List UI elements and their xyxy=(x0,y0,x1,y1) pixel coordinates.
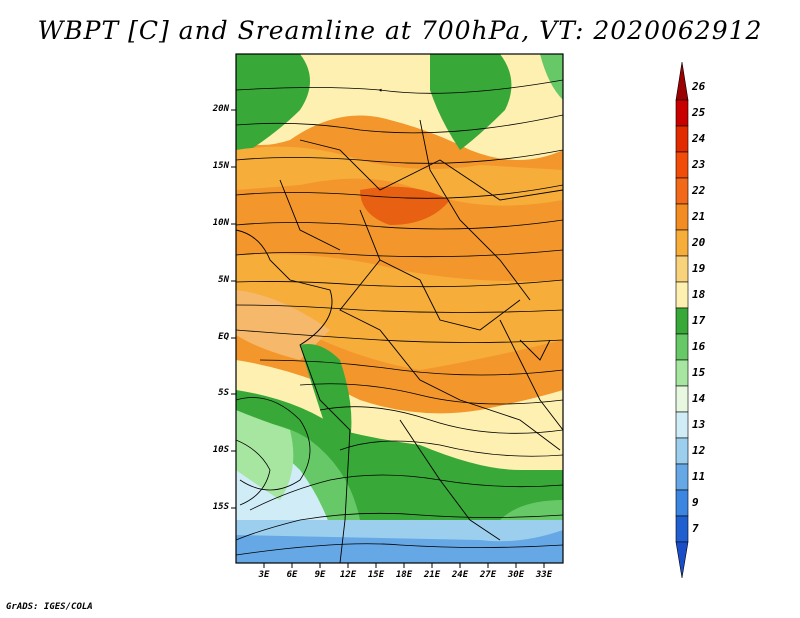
colorbar-segment xyxy=(675,463,689,491)
colorbar-label: 21 xyxy=(692,210,706,223)
lon-tick-label: 12E xyxy=(339,570,357,580)
colorbar-label: 25 xyxy=(692,106,706,119)
colorbar-label: 11 xyxy=(692,470,706,483)
colorbar-label: 22 xyxy=(692,184,706,197)
colorbar-segment xyxy=(675,515,689,543)
colorbar-segment xyxy=(675,385,689,413)
colorbar-label: 20 xyxy=(692,236,706,249)
map-frame xyxy=(235,53,564,564)
lon-tick-label: 33E xyxy=(535,570,553,580)
colorbar-label: 14 xyxy=(692,392,706,405)
lon-tick-label: 15E xyxy=(367,570,385,580)
lat-tick-label: 5N xyxy=(218,275,229,285)
colorbar-segment xyxy=(675,281,689,309)
colorbar-label: 24 xyxy=(692,132,706,145)
colorbar-top-arrow xyxy=(675,61,689,101)
chart-title: WBPT [C] and Sreamline at 700hPa, VT: 20… xyxy=(37,16,763,45)
colorbar-segment xyxy=(675,99,689,127)
colorbar-label: 13 xyxy=(692,418,706,431)
colorbar-segment xyxy=(675,307,689,335)
lat-tick-label: 15N xyxy=(212,161,229,171)
lon-tick-label: 24E xyxy=(451,570,469,580)
colorbar-segment xyxy=(675,437,689,465)
colorbar-segment xyxy=(675,151,689,179)
colorbar-segment xyxy=(675,125,689,153)
colorbar-segment xyxy=(675,203,689,231)
lat-tick-label: 15S xyxy=(212,502,229,512)
lon-tick-label: 18E xyxy=(395,570,413,580)
footer-credit: GrADS: IGES/COLA xyxy=(6,602,93,612)
colorbar-label: 12 xyxy=(692,444,706,457)
lat-tick-label: EQ xyxy=(218,332,229,342)
colorbar-label: 17 xyxy=(692,314,706,327)
colorbar-label: 15 xyxy=(692,366,706,379)
colorbar-label: 7 xyxy=(692,522,699,535)
lon-tick-label: 3E xyxy=(258,570,270,580)
colorbar-segment xyxy=(675,255,689,283)
lon-tick-label: 27E xyxy=(479,570,497,580)
lon-tick-label: 30E xyxy=(507,570,525,580)
lon-tick-label: 21E xyxy=(423,570,441,580)
colorbar-bottom-arrow xyxy=(675,541,689,579)
colorbar xyxy=(675,61,689,579)
colorbar-label: 23 xyxy=(692,158,706,171)
lat-tick-label: 10S xyxy=(212,445,229,455)
lon-tick-label: 9E xyxy=(314,570,326,580)
colorbar-segment xyxy=(675,411,689,439)
lat-tick-label: 10N xyxy=(212,218,229,228)
lon-tick-label: 6E xyxy=(286,570,298,580)
colorbar-label: 18 xyxy=(692,288,706,301)
colorbar-segment xyxy=(675,333,689,361)
colorbar-segment xyxy=(675,489,689,517)
colorbar-label: 19 xyxy=(692,262,706,275)
streamlines xyxy=(236,79,563,556)
colorbar-segment xyxy=(675,359,689,387)
colorbar-segment xyxy=(675,229,689,257)
colorbar-segment xyxy=(675,177,689,205)
lon-tick-marks xyxy=(263,563,545,568)
lat-tick-label: 5S xyxy=(218,388,229,398)
colorbar-label: 9 xyxy=(692,496,699,509)
lat-tick-label: 20N xyxy=(212,104,229,114)
country-borders xyxy=(236,119,563,563)
lat-tick-marks xyxy=(231,109,236,509)
colorbar-label: 16 xyxy=(692,340,706,353)
colorbar-label: 26 xyxy=(692,80,706,93)
